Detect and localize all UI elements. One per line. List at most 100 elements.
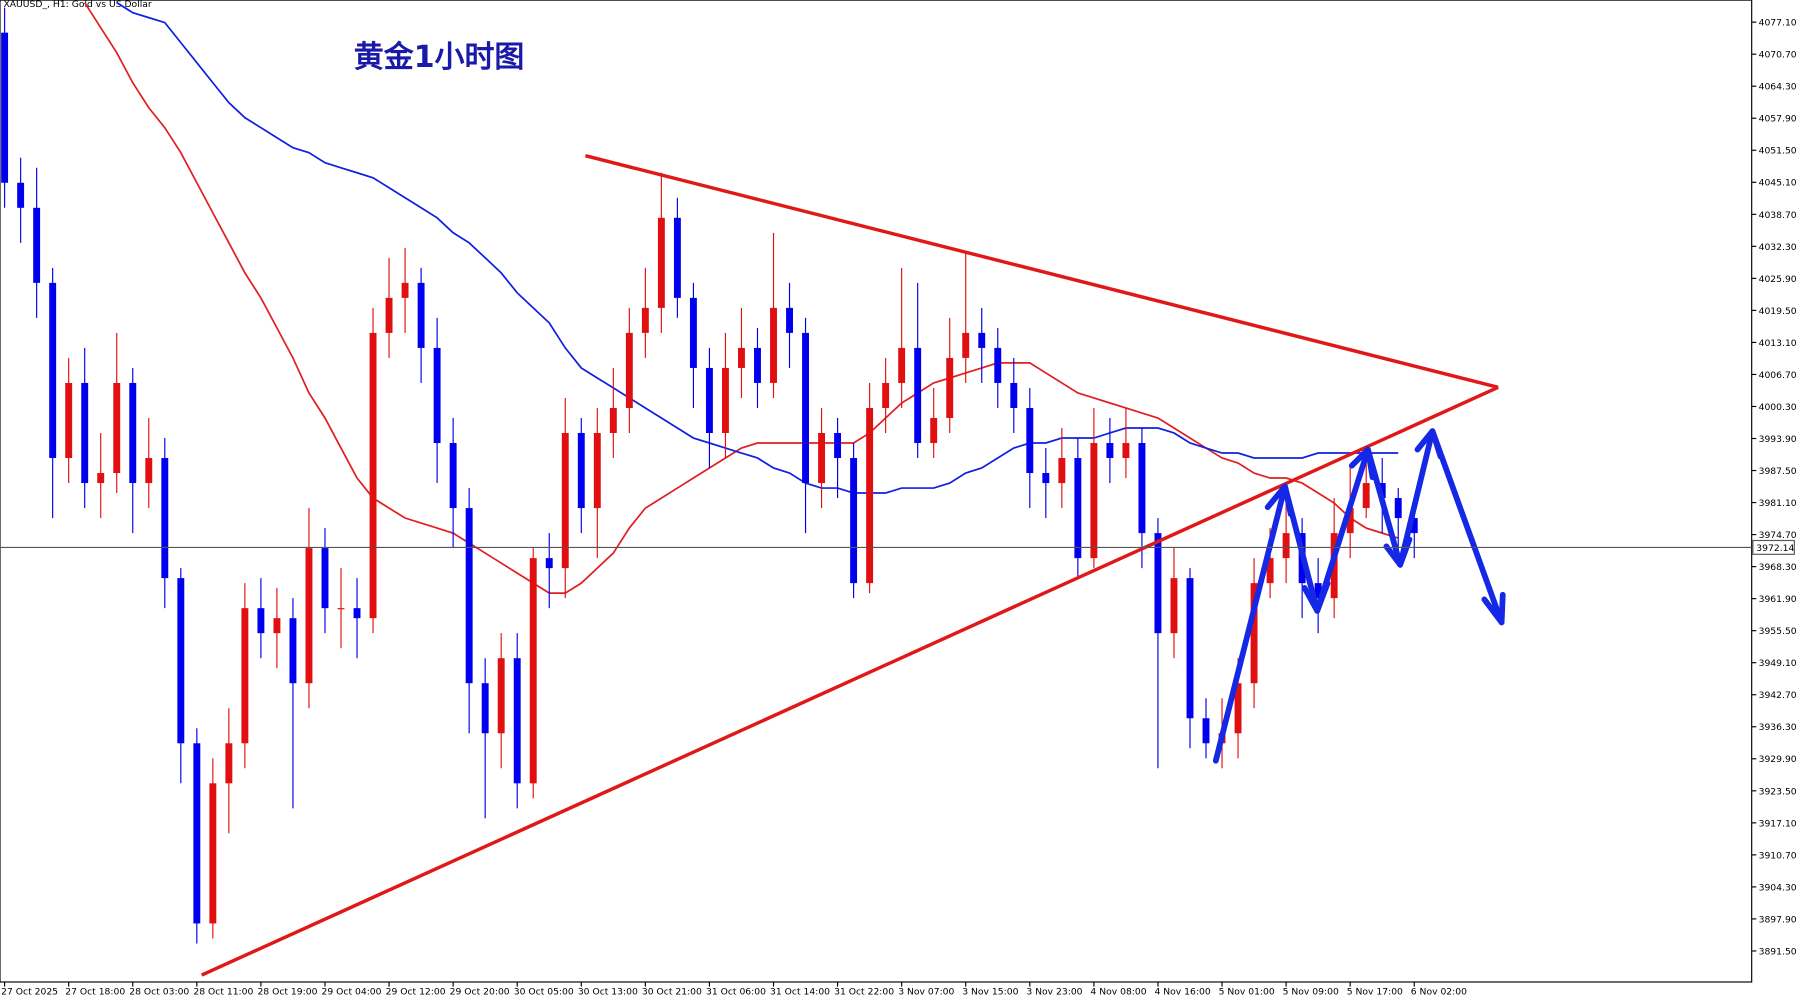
candle-body xyxy=(49,282,57,459)
arrow-head xyxy=(1481,591,1506,626)
candle-body xyxy=(1186,578,1194,719)
candle-body xyxy=(305,548,313,684)
candle-body xyxy=(545,558,553,569)
candle-body xyxy=(113,382,121,474)
y-tick-label: 3961.90 xyxy=(1759,594,1797,605)
candle-body xyxy=(818,433,826,484)
candle-body xyxy=(673,217,681,298)
y-tick-label: 3929.90 xyxy=(1759,754,1797,765)
candle-body xyxy=(369,332,377,619)
candle-body xyxy=(914,347,922,444)
lower-trendline xyxy=(200,385,1499,977)
y-tick-label: 3949.10 xyxy=(1759,658,1797,669)
candle-body xyxy=(273,618,281,634)
x-tick-label: 3 Nov 23:00 xyxy=(1026,987,1082,998)
candle-body xyxy=(1090,443,1098,559)
candle-body xyxy=(33,207,41,283)
candle-body xyxy=(1010,382,1018,408)
y-tick-label: 3923.50 xyxy=(1759,786,1797,797)
candle-body xyxy=(241,608,249,744)
candle-body xyxy=(1410,518,1418,534)
candle-body xyxy=(1266,558,1274,584)
moving-average xyxy=(116,1,1399,494)
last-price-box xyxy=(1752,539,1795,555)
forecast-arrows xyxy=(1212,428,1506,764)
y-tick-label: 4006.70 xyxy=(1759,370,1797,381)
x-tick-label: 28 Oct 11:00 xyxy=(193,987,253,998)
candle-body xyxy=(1074,458,1082,559)
candle-body xyxy=(834,433,842,459)
candle-body xyxy=(289,618,297,684)
candle-body xyxy=(161,458,169,579)
candle-body xyxy=(353,608,361,619)
x-tick-label: 3 Nov 15:00 xyxy=(962,987,1018,998)
candle-body xyxy=(497,658,505,734)
candle-body xyxy=(705,367,713,434)
x-tick-label: 28 Oct 19:00 xyxy=(257,987,317,998)
candle-body xyxy=(898,347,906,383)
candle-body xyxy=(1,32,9,183)
y-tick-label: 4032.30 xyxy=(1759,242,1797,253)
y-tick-label: 3904.30 xyxy=(1759,882,1797,893)
candle-body xyxy=(433,347,441,444)
candle-body xyxy=(930,417,938,444)
y-tick-label: 3981.10 xyxy=(1759,498,1797,509)
x-tick-label: 3 Nov 07:00 xyxy=(898,987,954,998)
candle-body xyxy=(321,548,329,609)
candle-body xyxy=(738,347,745,368)
candle-body xyxy=(866,407,874,584)
candle-body xyxy=(850,458,858,584)
candle-body xyxy=(1058,458,1066,484)
candle-body xyxy=(978,332,986,348)
y-tick-label: 3987.50 xyxy=(1759,466,1797,477)
y-tick-label: 3897.90 xyxy=(1759,914,1797,925)
y-tick-label: 4070.70 xyxy=(1759,50,1797,61)
y-tick-label: 3974.70 xyxy=(1759,530,1797,541)
candle-body xyxy=(962,332,970,358)
x-tick-label: 27 Oct 18:00 xyxy=(65,987,125,998)
candle-body xyxy=(754,347,761,383)
y-tick-label: 4000.30 xyxy=(1759,402,1797,413)
candle-body xyxy=(145,458,153,484)
candle-body xyxy=(1250,583,1258,684)
y-tick-label: 4057.90 xyxy=(1759,114,1797,125)
candle-body xyxy=(657,217,665,308)
trendlines xyxy=(200,154,1499,977)
candle-body xyxy=(449,443,457,509)
y-tick-label: 3968.30 xyxy=(1759,562,1797,573)
x-tick-label: 27 Oct 2025 xyxy=(1,987,58,998)
candle-body xyxy=(513,658,521,784)
x-tick-label: 5 Nov 09:00 xyxy=(1283,987,1339,998)
x-tick-label: 29 Oct 20:00 xyxy=(450,987,510,998)
candle-body xyxy=(1042,473,1050,484)
candle-body xyxy=(1394,498,1402,519)
x-tick-label: 29 Oct 04:00 xyxy=(322,987,382,998)
candle-body xyxy=(1122,443,1130,459)
arrow-head xyxy=(1348,446,1376,481)
x-tick-label: 31 Oct 22:00 xyxy=(834,987,894,998)
arrow-head xyxy=(1414,428,1444,460)
moving-average xyxy=(83,2,1399,595)
y-tick-label: 4051.50 xyxy=(1759,146,1797,157)
candle-body xyxy=(193,743,201,924)
candle-body xyxy=(882,382,890,408)
x-tick-label: 30 Oct 05:00 xyxy=(514,987,574,998)
candle-body xyxy=(1106,443,1114,459)
candle-body xyxy=(257,608,265,634)
arrow-head xyxy=(1301,580,1331,614)
candle-body xyxy=(129,382,137,484)
x-tick-label: 6 Nov 02:00 xyxy=(1411,987,1467,998)
candle-body xyxy=(593,433,601,509)
candle-body xyxy=(802,332,810,484)
x-tick-label: 31 Oct 14:00 xyxy=(770,987,830,998)
candle-body xyxy=(1154,533,1162,634)
candle-body xyxy=(225,743,233,784)
candle-body xyxy=(561,433,569,569)
candle-body xyxy=(337,608,345,610)
x-tick-label: 30 Oct 21:00 xyxy=(642,987,702,998)
candle-body xyxy=(770,307,777,383)
x-tick-label: 31 Oct 06:00 xyxy=(706,987,766,998)
candle-body xyxy=(1346,508,1354,534)
candle-body xyxy=(97,473,105,484)
